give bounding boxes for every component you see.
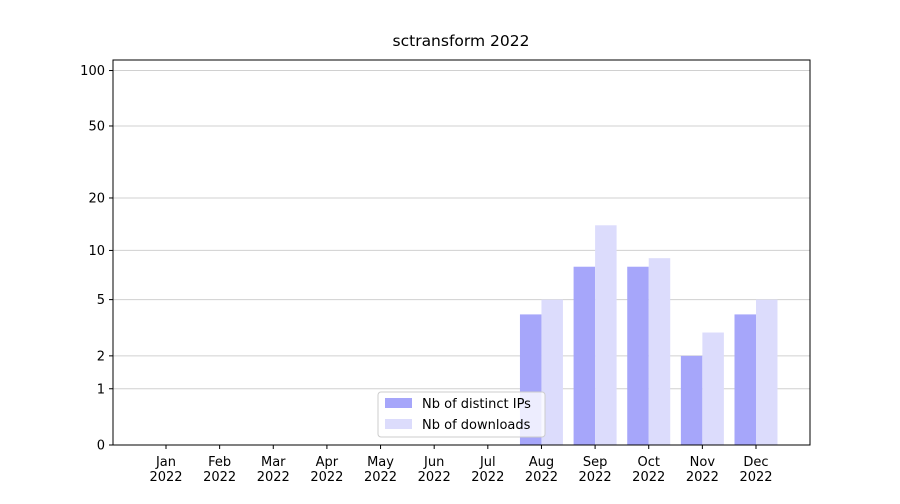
x-tick-label: Mar 2022	[257, 455, 290, 485]
x-tick-label: Oct 2022	[632, 455, 665, 485]
y-tick-label: 2	[97, 349, 105, 364]
bar	[756, 299, 778, 445]
legend-label: Nb of downloads	[422, 418, 531, 433]
y-tick-label: 20	[88, 191, 105, 206]
bar	[627, 266, 649, 445]
bar	[595, 225, 617, 445]
legend: Nb of distinct IPs Nb of downloads	[377, 391, 546, 438]
x-tick-label: Jun 2022	[418, 455, 451, 485]
bar	[541, 299, 563, 445]
y-tick-label: 0	[97, 439, 105, 454]
x-tick-label: May 2022	[364, 455, 397, 485]
x-tick-label: Dec 2022	[739, 455, 772, 485]
chart-title: sctransform 2022	[393, 32, 530, 50]
x-tick-label: Aug 2022	[525, 455, 558, 485]
bar	[573, 266, 596, 445]
x-tick-label: Jul 2022	[471, 455, 504, 485]
bar	[648, 258, 671, 445]
y-tick-label: 50	[88, 119, 105, 134]
x-tick-label: Jan 2022	[149, 455, 182, 485]
legend-swatch	[385, 419, 412, 429]
plot-frame	[112, 59, 811, 446]
x-tick-label: Apr 2022	[310, 455, 343, 485]
legend-box	[377, 391, 546, 438]
x-tick-label: Feb 2022	[203, 455, 236, 485]
bar	[734, 314, 756, 445]
x-tick-label: Sep 2022	[579, 455, 612, 485]
y-tick-label: 10	[88, 244, 105, 259]
y-tick-label: 100	[80, 64, 105, 79]
bar	[680, 355, 703, 445]
bar	[702, 332, 724, 445]
legend-swatch	[385, 398, 412, 408]
x-tick-label: Nov 2022	[686, 455, 719, 485]
legend-label: Nb of distinct IPs	[422, 397, 531, 412]
y-tick-label: 1	[97, 382, 105, 397]
y-tick-label: 5	[97, 293, 105, 308]
